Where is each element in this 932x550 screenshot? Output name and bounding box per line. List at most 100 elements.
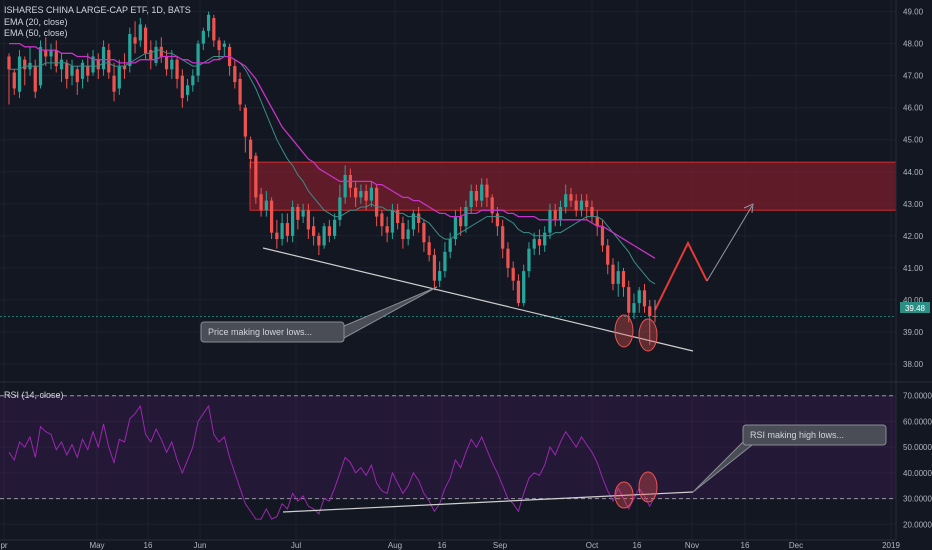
- candle-body: [238, 78, 242, 105]
- price-note-callout[interactable]: Price making lower lows...: [200, 321, 345, 343]
- candle: [627, 280, 631, 323]
- candle-body: [448, 239, 452, 252]
- projection-arrow-head: [743, 203, 754, 214]
- rsi-levels: [0, 395, 896, 500]
- candle: [38, 40, 43, 89]
- candle-body: [80, 62, 85, 79]
- candle: [506, 242, 510, 278]
- candle-body: [128, 34, 132, 67]
- candle-body: [574, 200, 578, 211]
- candle-body: [175, 59, 179, 79]
- price-tick-label: 46.00: [903, 104, 924, 113]
- candle: [469, 184, 473, 214]
- candle: [480, 178, 484, 208]
- candle: [28, 46, 32, 76]
- candle: [191, 69, 195, 92]
- candle: [543, 226, 547, 252]
- candle: [269, 197, 274, 240]
- time-tick-label: Oct: [586, 541, 599, 550]
- time-tick-label: 2019: [882, 541, 900, 550]
- candle: [306, 203, 310, 240]
- candle: [112, 62, 116, 102]
- rsi-tick-label: 70.0000: [903, 392, 932, 401]
- candle: [637, 287, 641, 313]
- candle-body: [485, 184, 489, 198]
- candle: [548, 203, 552, 240]
- candle-body: [343, 174, 347, 198]
- candle-body: [327, 226, 331, 236]
- candle-body: [248, 139, 253, 159]
- resistance-zone: [249, 161, 897, 211]
- candle: [238, 72, 242, 111]
- time-tick-label: Aug: [388, 541, 402, 550]
- candle: [621, 267, 626, 297]
- candle-body: [338, 197, 342, 220]
- candle-body: [396, 210, 400, 224]
- candle: [354, 181, 358, 208]
- candle-body: [548, 210, 552, 233]
- candle: [527, 242, 531, 278]
- candle-body: [537, 239, 542, 246]
- candle-body: [490, 197, 494, 214]
- candle: [201, 27, 205, 51]
- candle: [75, 66, 79, 95]
- candle: [417, 207, 421, 233]
- candle-body: [333, 219, 337, 236]
- candle-body: [170, 59, 174, 70]
- candle-body: [54, 50, 58, 67]
- candle-body: [322, 226, 326, 246]
- candle-body: [464, 207, 468, 227]
- candle: [648, 299, 652, 345]
- candle: [301, 203, 305, 224]
- candle-body: [217, 40, 221, 51]
- candle: [70, 59, 74, 86]
- time-tick-label: May: [89, 541, 104, 550]
- candle-body: [469, 191, 473, 208]
- candle: [616, 261, 620, 297]
- candle-body: [522, 271, 526, 304]
- candle-body: [49, 50, 53, 57]
- candle-body: [44, 50, 48, 57]
- price-tick-label: 41.00: [903, 264, 924, 273]
- candle-body: [459, 216, 463, 227]
- candle-body: [107, 50, 111, 73]
- candle: [459, 207, 463, 236]
- candle-body: [501, 226, 505, 249]
- candle-body: [17, 56, 22, 92]
- candle: [501, 219, 505, 259]
- candle-body: [33, 66, 37, 92]
- candle: [490, 194, 494, 224]
- candle-body: [422, 223, 426, 243]
- candle: [438, 261, 442, 288]
- candle: [12, 69, 16, 95]
- candle: [385, 216, 389, 243]
- price-tick-label: 44.00: [903, 168, 924, 177]
- symbol-title: ISHARES CHINA LARGE-CAP ETF, 1D, BATS: [4, 5, 191, 15]
- candle-body: [70, 66, 74, 76]
- time-tick-label: Dec: [789, 541, 803, 550]
- candle: [7, 53, 11, 105]
- candle: [86, 53, 90, 83]
- candlestick-series: [7, 11, 657, 345]
- candle-body: [212, 18, 216, 41]
- ema20-legend: EMA (20, close): [4, 17, 68, 27]
- candle: [259, 187, 263, 217]
- candle-body: [269, 200, 274, 233]
- candle: [564, 184, 568, 214]
- candle-body: [312, 226, 316, 236]
- candle: [133, 21, 137, 54]
- candle-body: [364, 191, 368, 201]
- candle: [600, 219, 605, 252]
- ema50-line: [9, 42, 656, 259]
- candle: [285, 213, 289, 243]
- candle: [569, 187, 573, 208]
- rsi-note-callout[interactable]: RSI making high lows...: [742, 424, 887, 446]
- candle-body: [290, 207, 295, 236]
- rsi-legend: RSI (14, close): [4, 390, 64, 400]
- candle: [65, 59, 69, 89]
- candle: [33, 59, 37, 99]
- candle: [574, 194, 578, 217]
- candle: [296, 203, 300, 230]
- candle: [185, 78, 190, 102]
- candle: [432, 248, 437, 291]
